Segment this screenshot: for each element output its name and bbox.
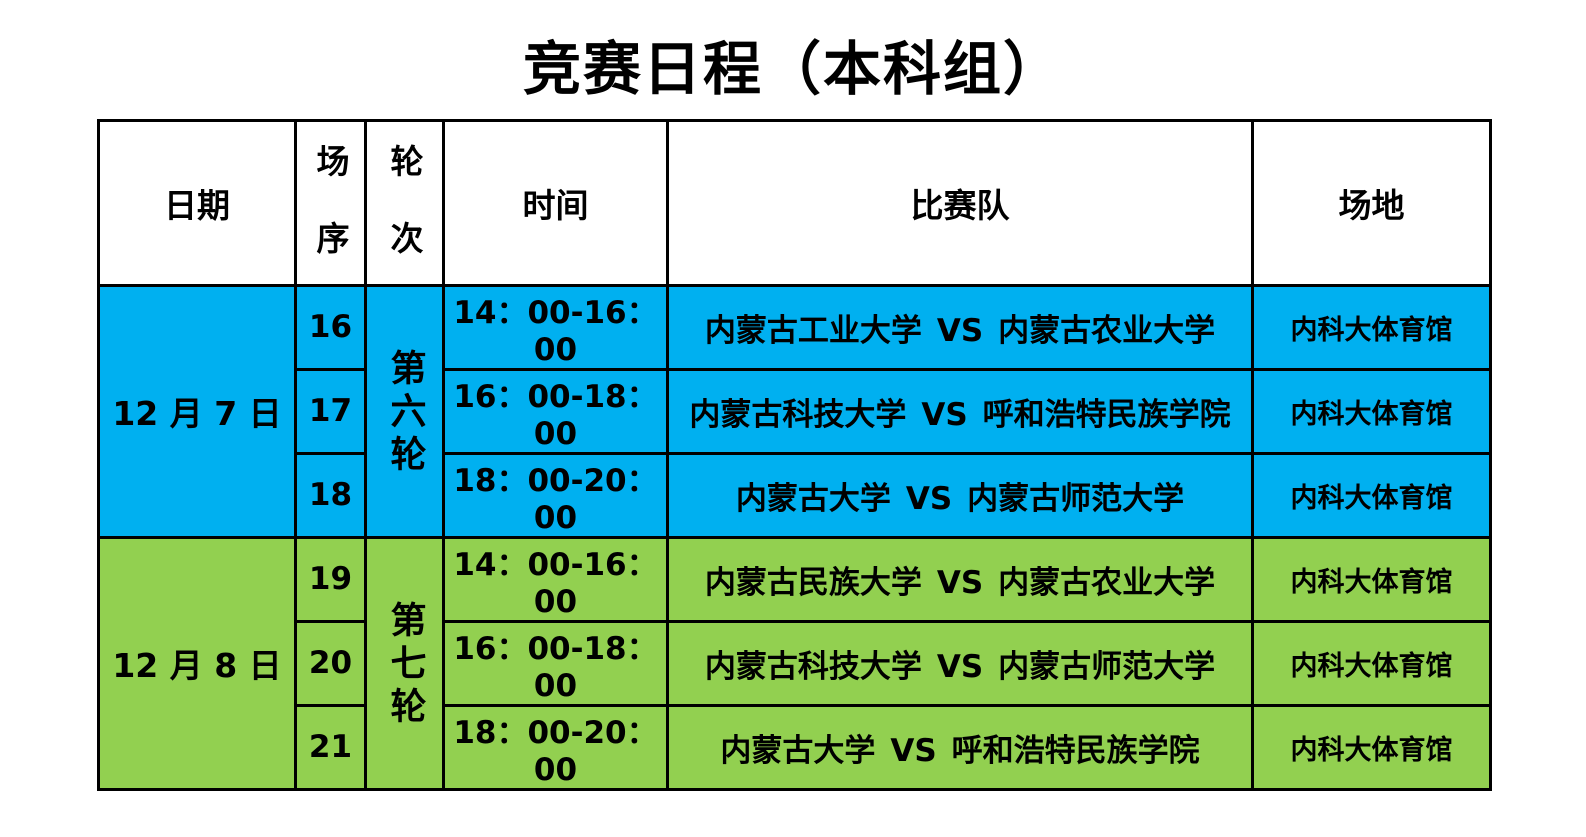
venue-cell: 内科大体育馆	[1251, 703, 1492, 791]
away-team: 呼和浩特民族学院	[982, 396, 1231, 433]
schedule-table: 日期 场序 轮次 时间 比赛队 场地 12 月 7 日 16 第六轮 14：00…	[97, 118, 1492, 791]
vs-label: VS	[936, 564, 984, 601]
date-cell: 12 月 8 日	[97, 535, 297, 791]
table-row: 18 18：00-20：00 内蒙古大学 VS 内蒙古师范大学 内科大体育馆	[99, 451, 1492, 539]
away-team: 内蒙古师范大学	[967, 480, 1185, 517]
col-header-round-label: 轮次	[385, 143, 424, 286]
teams-cell: 内蒙古大学 VS 内蒙古师范大学	[666, 451, 1254, 539]
home-team: 内蒙古科技大学	[704, 648, 922, 685]
home-team: 内蒙古科技大学	[689, 396, 907, 433]
teams-cell: 内蒙古民族大学 VS 内蒙古农业大学	[666, 535, 1254, 623]
col-header-date: 日期	[97, 118, 297, 287]
match-no-cell: 17	[294, 367, 367, 455]
venue-cell: 内科大体育馆	[1251, 619, 1492, 707]
table-row: 12 月 8 日 19 第七轮 14：00-16：00 内蒙古民族大学 VS 内蒙古…	[97, 535, 1492, 791]
away-team: 呼和浩特民族学院	[951, 732, 1200, 769]
match-no-cell: 20	[294, 619, 367, 707]
away-team: 内蒙古农业大学	[998, 564, 1216, 601]
teams-cell: 内蒙古大学 VS 呼和浩特民族学院	[666, 703, 1254, 791]
vs-label: VS	[936, 648, 984, 685]
home-team: 内蒙古工业大学	[704, 312, 922, 349]
time-cell: 18：00-20：00	[442, 451, 669, 539]
col-header-teams: 比赛队	[666, 118, 1254, 287]
venue-cell: 内科大体育馆	[1251, 451, 1492, 539]
table-row: 17 16：00-18：00 内蒙古科技大学 VS 呼和浩特民族学院 内科大体育馆	[99, 367, 1492, 455]
venue-cell: 内科大体育馆	[1251, 283, 1492, 371]
table-header-row: 日期 场序 轮次 时间 比赛队 场地	[97, 118, 1492, 287]
round-label: 第六轮	[384, 348, 426, 478]
vs-label: VS	[921, 396, 968, 433]
table-row: 21 18：00-20：00 内蒙古大学 VS 呼和浩特民族学院 内科大体育馆	[99, 703, 1492, 791]
round-cell: 第七轮	[364, 535, 445, 791]
match-no-cell: 18	[294, 451, 367, 539]
vs-label: VS	[905, 480, 953, 517]
col-header-match-no-label: 场序	[311, 143, 350, 286]
col-header-time: 时间	[442, 118, 669, 287]
time-cell: 14：00-16：00	[442, 535, 669, 623]
away-team: 内蒙古农业大学	[998, 312, 1216, 349]
away-team: 内蒙古师范大学	[998, 648, 1216, 685]
vs-label: VS	[890, 732, 937, 769]
page-title: 竞赛日程（本科组）	[522, 35, 1063, 103]
time-cell: 16：00-18：00	[442, 619, 669, 707]
date-cell: 12 月 7 日	[97, 283, 297, 539]
round-label: 第七轮	[384, 600, 426, 730]
home-team: 内蒙古民族大学	[704, 564, 922, 601]
teams-cell: 内蒙古工业大学 VS 内蒙古农业大学	[666, 283, 1254, 371]
round-cell: 第六轮	[364, 283, 445, 539]
match-no-cell: 16	[294, 283, 367, 371]
teams-cell: 内蒙古科技大学 VS 内蒙古师范大学	[666, 619, 1254, 707]
col-header-match-no: 场序	[294, 118, 367, 287]
match-no-cell: 19	[294, 535, 367, 623]
venue-cell: 内科大体育馆	[1251, 535, 1492, 623]
teams-cell: 内蒙古科技大学 VS 呼和浩特民族学院	[666, 367, 1254, 455]
time-cell: 18：00-20：00	[442, 703, 669, 791]
col-header-round: 轮次	[364, 118, 445, 287]
table-row: 12 月 7 日 16 第六轮 14：00-16：00 内蒙古工业大学 VS 内蒙古…	[97, 283, 1492, 539]
vs-label: VS	[936, 312, 984, 349]
venue-cell: 内科大体育馆	[1251, 367, 1492, 455]
match-no-cell: 21	[294, 703, 367, 791]
time-cell: 16：00-18：00	[442, 367, 669, 455]
time-cell: 14：00-16：00	[442, 283, 669, 371]
table-row: 20 16：00-18：00 内蒙古科技大学 VS 内蒙古师范大学 内科大体育馆	[99, 619, 1492, 707]
home-team: 内蒙古大学	[735, 480, 891, 517]
col-header-venue: 场地	[1251, 118, 1492, 287]
home-team: 内蒙古大学	[720, 732, 876, 769]
